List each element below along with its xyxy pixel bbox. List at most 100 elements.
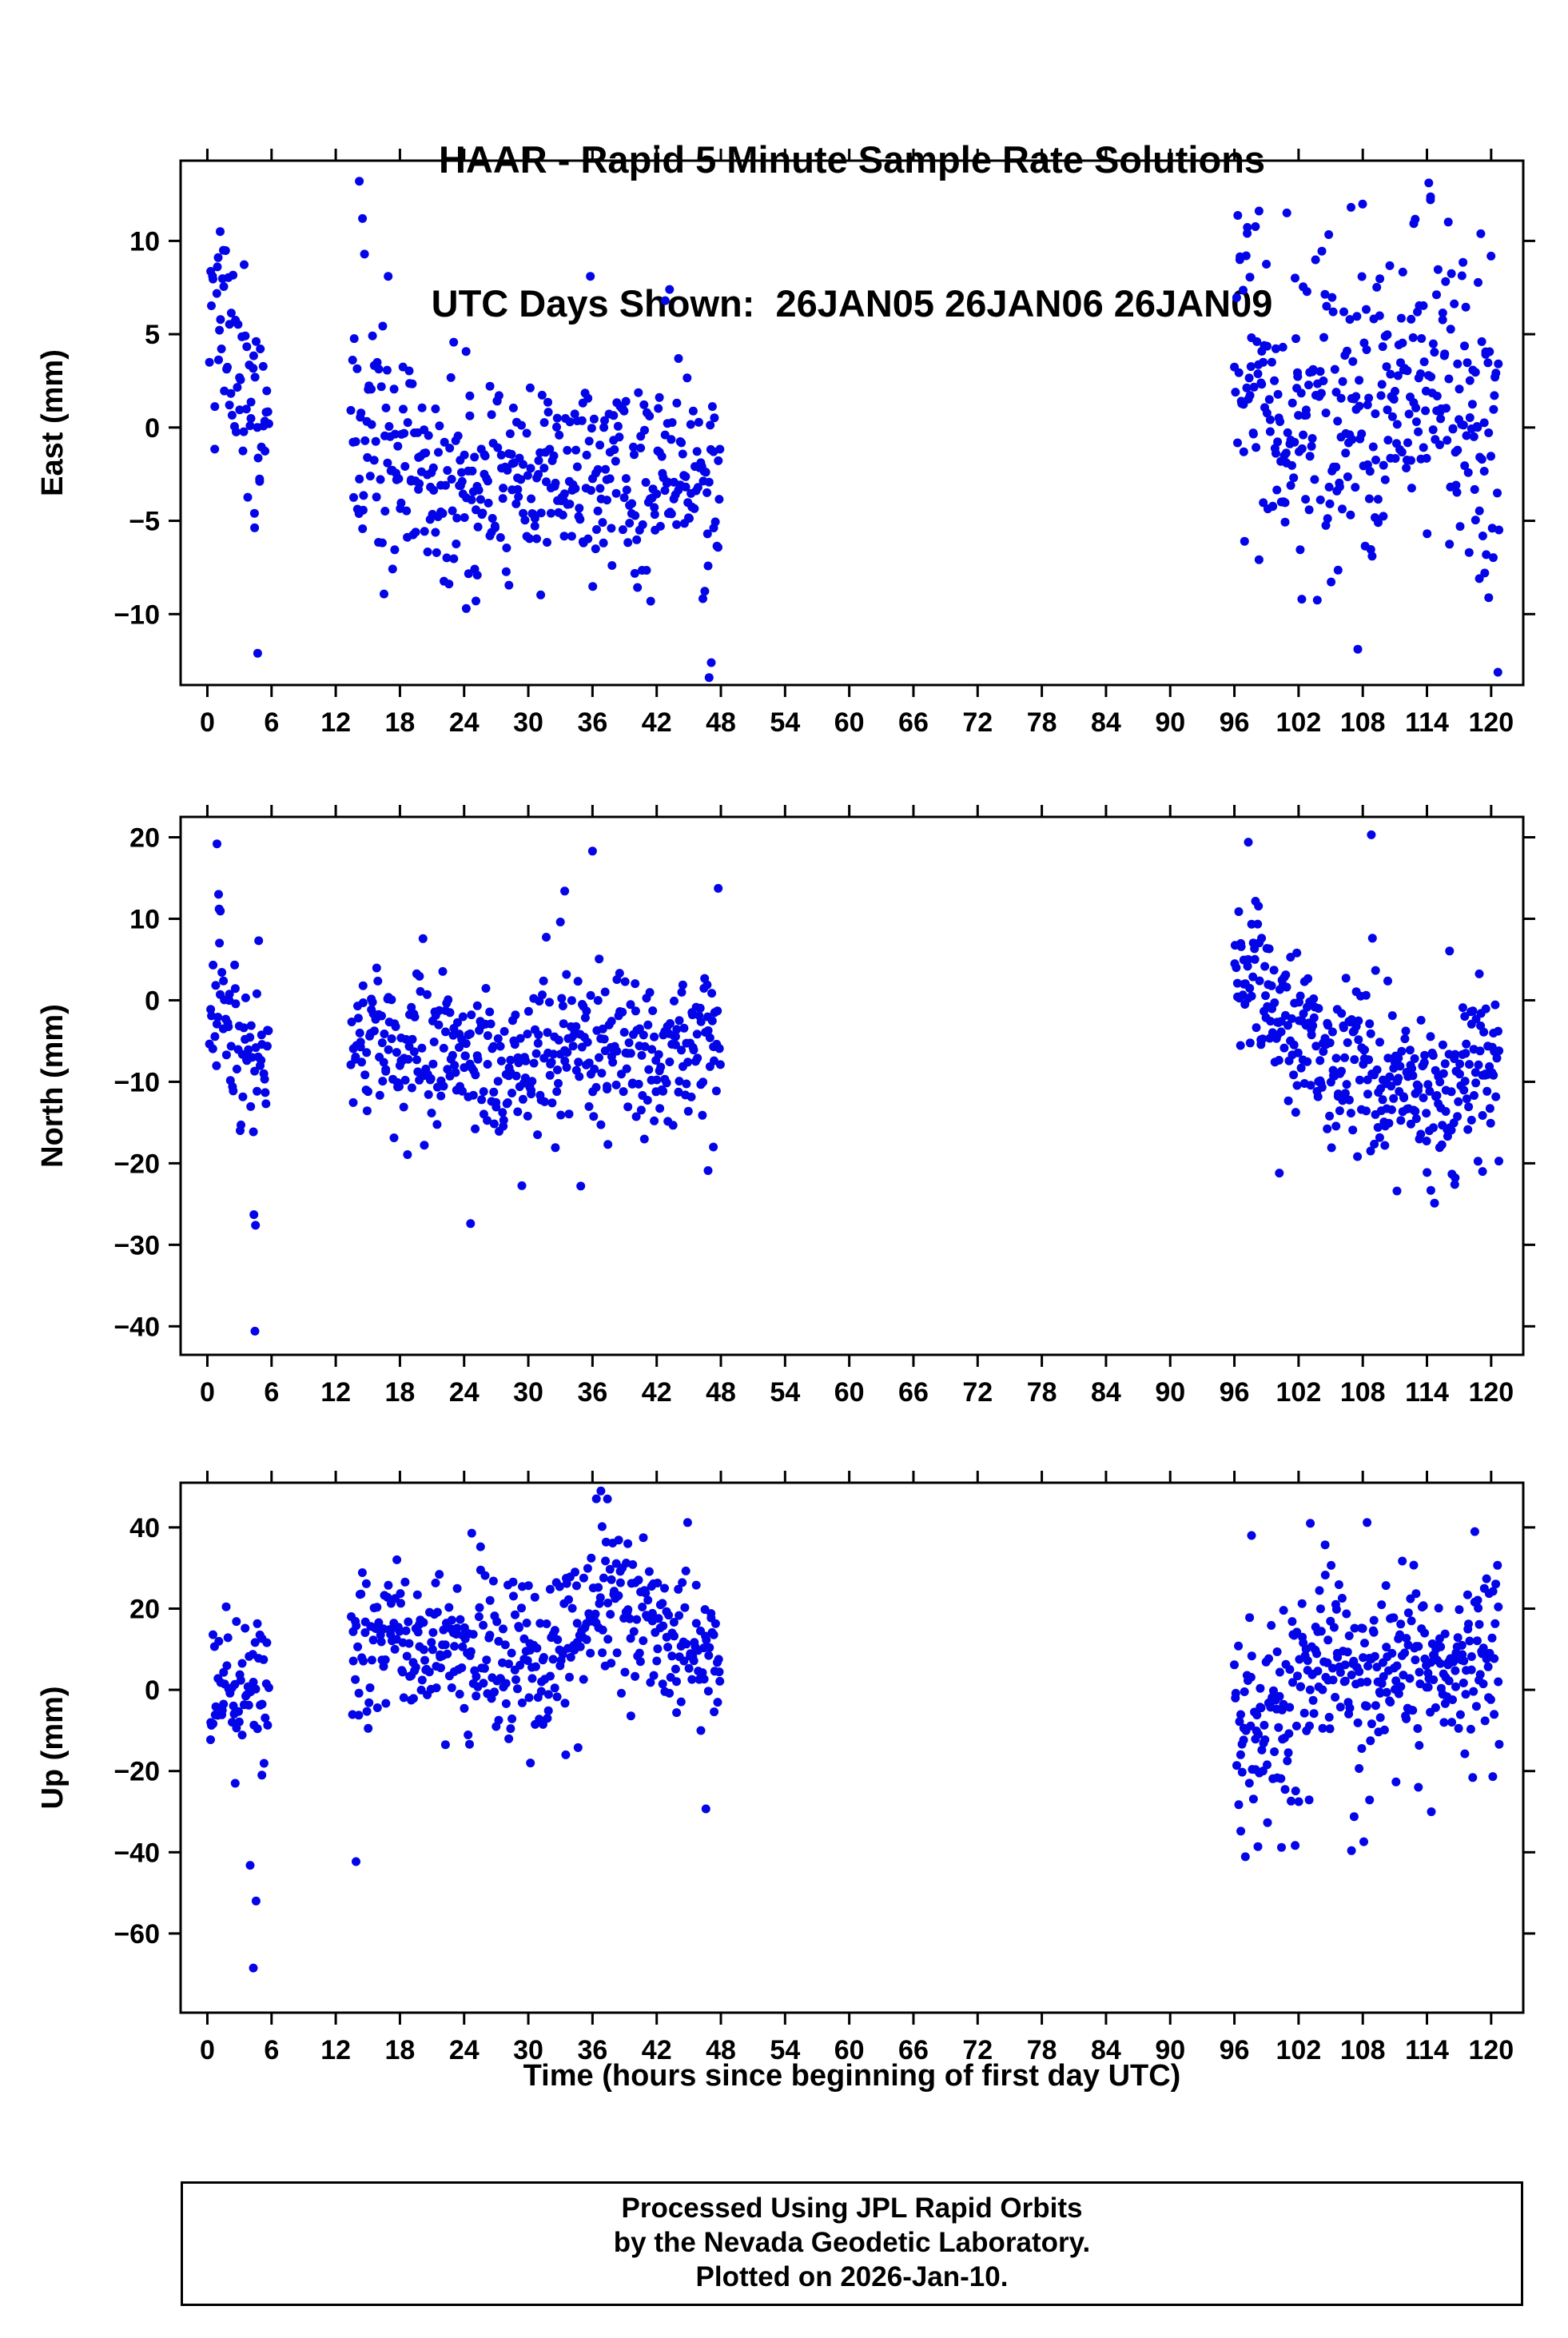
x-tick-label: 114 — [1405, 2035, 1449, 2065]
data-points — [205, 830, 1504, 1336]
y-tick-label: −40 — [113, 1312, 160, 1342]
y-axis-title: East (mm) — [36, 349, 70, 496]
x-tick-label: 78 — [1027, 2035, 1057, 2065]
y-tick-label: −20 — [113, 1757, 160, 1787]
y-tick-label: 0 — [145, 986, 160, 1016]
y-tick-label: 5 — [145, 320, 160, 350]
y-axis: −10 −5 0 5 10 — [113, 226, 1535, 630]
data-points — [206, 1486, 1504, 1973]
x-tick-label: 90 — [1155, 2035, 1185, 2065]
x-tick-label: 48 — [706, 2035, 736, 2065]
chart-title-line2: UTC Days Shown: 26JAN05 26JAN06 26JAN09 — [431, 282, 1273, 325]
north-scatter-panel: 0 6 12 18 24 30 36 42 48 54 60 66 72 78 84 90 96 102 108 11… — [36, 805, 1535, 1408]
x-tick-label: 18 — [385, 707, 416, 738]
x-tick-label: 60 — [834, 2035, 865, 2065]
x-tick-label: 96 — [1220, 707, 1250, 738]
x-tick-label: 66 — [898, 707, 929, 738]
x-tick-label: 42 — [642, 707, 672, 738]
x-tick-label: 54 — [770, 707, 800, 738]
x-tick-label: 78 — [1027, 1377, 1057, 1408]
y-tick-label: 10 — [129, 904, 160, 934]
x-tick-label: 72 — [962, 2035, 993, 2065]
x-tick-label: 24 — [449, 1377, 480, 1408]
x-tick-label: 6 — [264, 2035, 279, 2065]
x-tick-label: 96 — [1220, 1377, 1250, 1408]
y-tick-label: −10 — [113, 1067, 160, 1097]
footer-box: Processed Using JPL Rapid Orbits by the … — [181, 2181, 1523, 2306]
x-tick-label: 6 — [264, 1377, 279, 1408]
x-tick-label: 36 — [577, 1377, 607, 1408]
plot-frame — [179, 815, 1525, 1356]
x-tick-label: 30 — [513, 1377, 543, 1408]
x-tick-label: 84 — [1091, 707, 1121, 738]
y-tick-label: 10 — [129, 226, 160, 257]
up-scatter-panel: 0 6 12 18 24 30 36 42 48 54 60 66 72 78 84 90 96 102 108 11… — [36, 1471, 1535, 2065]
x-tick-label: 108 — [1340, 707, 1386, 738]
x-tick-label: 102 — [1276, 707, 1322, 738]
x-tick-label: 0 — [200, 707, 215, 738]
x-tick-label: 54 — [770, 1377, 800, 1408]
x-tick-label: 48 — [706, 1377, 736, 1408]
x-tick-label: 102 — [1276, 1377, 1322, 1408]
y-tick-label: 0 — [145, 1675, 160, 1706]
footer-line2: by the Nevada Geodetic Laboratory. — [613, 2227, 1091, 2258]
x-tick-label: 12 — [320, 2035, 351, 2065]
x-tick-label: 0 — [200, 1377, 215, 1408]
y-tick-label: 40 — [129, 1513, 160, 1543]
y-axis: −60 −40 −20 0 20 40 — [113, 1513, 1535, 1950]
y-axis: −40 −30 −20 −10 0 10 20 — [113, 822, 1535, 1342]
x-tick-label: 84 — [1091, 1377, 1121, 1408]
plot-frame — [179, 159, 1525, 687]
y-axis-title: Up (mm) — [36, 1686, 70, 1809]
x-tick-label: 108 — [1340, 2035, 1386, 2065]
east-scatter-panel: 0 6 12 18 24 30 36 42 48 54 60 66 72 78 84 90 96 102 108 11… — [36, 149, 1535, 738]
x-tick-label: 108 — [1340, 1377, 1386, 1408]
y-tick-label: −30 — [113, 1230, 160, 1261]
x-tick-label: 12 — [320, 1377, 351, 1408]
x-tick-label: 30 — [513, 707, 543, 738]
x-tick-label: 114 — [1405, 1377, 1449, 1408]
x-tick-label: 90 — [1155, 1377, 1185, 1408]
x-axis: 0 6 12 18 24 30 36 42 48 54 60 66 72 78 84 90 96 102 108 11… — [200, 149, 1514, 738]
x-tick-label: 48 — [706, 707, 736, 738]
footer-line3: Plotted on 2026-Jan-10. — [695, 2261, 1009, 2292]
x-tick-label: 120 — [1468, 707, 1514, 738]
x-tick-label: 72 — [962, 707, 993, 738]
y-tick-label: −10 — [113, 599, 160, 630]
y-tick-label: 0 — [145, 413, 160, 444]
x-axis-title: Time (hours since beginning of first day… — [523, 2059, 1181, 2093]
x-tick-label: 30 — [513, 2035, 543, 2065]
x-tick-label: 6 — [264, 707, 279, 738]
footer-line1: Processed Using JPL Rapid Orbits — [621, 2193, 1083, 2224]
x-tick-label: 120 — [1468, 1377, 1514, 1408]
x-tick-label: 96 — [1220, 2035, 1250, 2065]
x-tick-label: 42 — [642, 1377, 672, 1408]
x-tick-label: 84 — [1091, 2035, 1121, 2065]
x-tick-label: 66 — [898, 1377, 929, 1408]
x-tick-label: 18 — [385, 1377, 416, 1408]
x-tick-label: 78 — [1027, 707, 1057, 738]
data-points — [205, 177, 1504, 683]
x-tick-label: 102 — [1276, 2035, 1322, 2065]
x-tick-label: 36 — [577, 707, 607, 738]
x-tick-label: 0 — [200, 2035, 215, 2065]
y-tick-label: 20 — [129, 1594, 160, 1624]
y-tick-label: −5 — [129, 507, 160, 537]
x-tick-label: 18 — [385, 2035, 416, 2065]
x-axis: 0 6 12 18 24 30 36 42 48 54 60 66 72 78 84 90 96 102 108 11… — [200, 1471, 1514, 2065]
y-tick-label: −40 — [113, 1838, 160, 1868]
x-tick-label: 54 — [770, 2035, 800, 2065]
y-tick-label: −60 — [113, 1919, 160, 1950]
y-tick-label: 20 — [129, 822, 160, 853]
plot-frame — [179, 1481, 1525, 2014]
x-tick-label: 114 — [1405, 707, 1449, 738]
x-tick-label: 12 — [320, 707, 351, 738]
x-tick-label: 42 — [642, 2035, 672, 2065]
x-tick-label: 90 — [1155, 707, 1185, 738]
x-tick-label: 72 — [962, 1377, 993, 1408]
x-tick-label: 66 — [898, 2035, 929, 2065]
y-tick-label: −20 — [113, 1149, 160, 1179]
x-tick-label: 60 — [834, 707, 865, 738]
x-tick-label: 24 — [449, 707, 480, 738]
